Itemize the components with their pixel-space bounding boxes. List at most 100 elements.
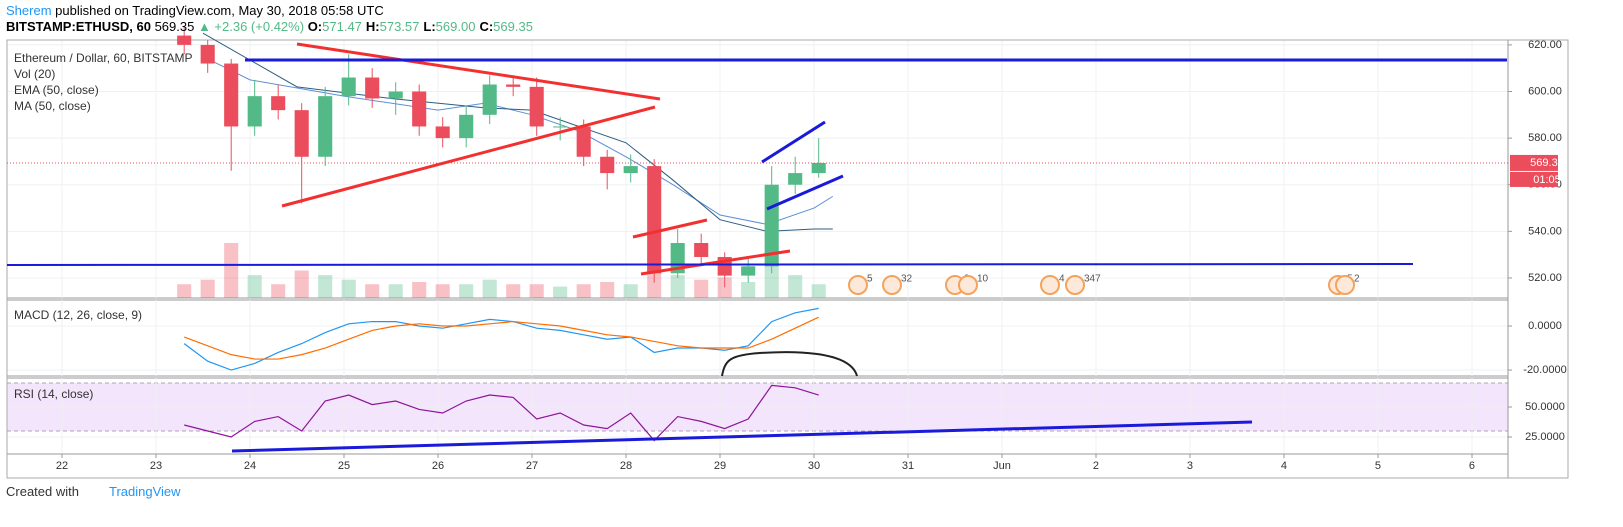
y-tick-label: 0.0000 — [1528, 320, 1562, 332]
volume-bar — [600, 281, 615, 298]
y-tick-label: 25.0000 — [1525, 431, 1565, 443]
trend-line — [231, 420, 1253, 453]
candle-body — [318, 96, 333, 157]
panels: 520.00540.00560.00580.00600.00620.00-20.… — [6, 39, 1569, 479]
candle-body — [506, 84, 521, 87]
volume-bar — [294, 270, 309, 298]
event-flag: 10 — [958, 274, 989, 295]
x-tick-label: 6 — [1469, 460, 1475, 472]
volume-bar — [529, 284, 544, 298]
candle-body — [741, 266, 756, 276]
volume-bar — [482, 279, 497, 298]
volume-bar — [412, 281, 427, 298]
symbol: BITSTAMP:ETHUSD, 60 — [6, 19, 151, 34]
candle-body — [294, 110, 309, 157]
volume-bar — [553, 286, 568, 298]
candle-body — [435, 126, 450, 139]
header-line: Sherem published on TradingView.com, May… — [6, 3, 537, 19]
volume-bar — [200, 279, 215, 298]
candle-body — [365, 77, 380, 99]
footer: Created with TradingView — [6, 484, 181, 499]
legend-item: MA (50, close) — [14, 99, 91, 113]
volume-bar — [224, 243, 239, 298]
candle-body — [224, 63, 239, 127]
author[interactable]: Sherem — [6, 3, 52, 18]
y-tick-label: 50.0000 — [1525, 401, 1565, 413]
x-tick-label: 24 — [244, 460, 256, 472]
brand-link[interactable]: TradingView — [108, 484, 181, 499]
header-line: BITSTAMP:ETHUSD, 60 569.35 ▲ +2.36 (+0.4… — [6, 19, 537, 35]
x-tick-label: 25 — [338, 460, 350, 472]
candle-body — [412, 91, 427, 127]
y-tick-label: 540.00 — [1528, 225, 1562, 237]
countdown-badge — [1510, 171, 1558, 187]
ohlc-value: 569.35 — [493, 19, 533, 34]
drawings — [6, 42, 1507, 453]
trend-line — [296, 42, 661, 101]
volume-bar — [741, 281, 756, 298]
y-tick-label: 600.00 — [1528, 85, 1562, 97]
volume-bar — [435, 284, 450, 298]
rsi-title: RSI (14, close) — [14, 387, 94, 401]
volume-bar — [271, 284, 286, 298]
event-icon — [1040, 275, 1060, 295]
candle-body — [694, 242, 709, 257]
candle-body — [177, 35, 192, 45]
event-icon — [958, 275, 978, 295]
change: ▲ +2.36 (+0.42%) — [197, 19, 305, 34]
event-count: 347 — [1084, 274, 1101, 285]
x-tick-label: 23 — [150, 460, 162, 472]
x-tick-label: 27 — [526, 460, 538, 472]
event-count: 2 — [1354, 274, 1360, 285]
x-tick-label: 2 — [1093, 460, 1099, 472]
candle-body — [670, 242, 685, 274]
legend-item: EMA (50, close) — [14, 83, 99, 97]
event-flag: 347 — [1065, 274, 1101, 295]
event-flag: 4 — [1040, 274, 1065, 295]
ohlc-value: 569.00 — [435, 19, 476, 34]
candle-body — [788, 173, 803, 185]
price-badge — [1510, 154, 1558, 171]
candle-body — [811, 162, 826, 174]
ohlc-label: H: — [365, 19, 380, 34]
volume-bar — [177, 284, 192, 298]
event-count: 10 — [977, 274, 989, 285]
y-tick-label: -20.0000 — [1523, 364, 1566, 376]
volume-bar — [365, 284, 380, 298]
x-tick-label: 29 — [714, 460, 726, 472]
x-tick-label: 30 — [808, 460, 820, 472]
trend-line — [640, 249, 791, 276]
published: published on TradingView.com, May 30, 20… — [55, 3, 384, 18]
candle-body — [482, 84, 497, 115]
y-tick-label: 620.00 — [1528, 39, 1562, 51]
x-tick-label: 31 — [902, 460, 914, 472]
candle-body — [623, 166, 638, 174]
volume-bar — [670, 275, 685, 298]
x-tick-label: 5 — [1375, 460, 1381, 472]
x-tick-label: 4 — [1281, 460, 1287, 472]
trend-line — [761, 120, 826, 164]
candle-body — [200, 44, 215, 64]
volume-bar — [717, 277, 732, 298]
volume-bar — [788, 275, 803, 298]
candle-body — [529, 86, 544, 127]
event-icon — [848, 275, 868, 295]
trend-line — [6, 263, 1414, 266]
series-line — [183, 316, 819, 360]
trend-line — [281, 105, 656, 208]
x-tick-label: 26 — [432, 460, 444, 472]
x-tick-label: 3 — [1187, 460, 1193, 472]
volume-bar — [623, 284, 638, 298]
legend-item: Ethereum / Dollar, 60, BITSTAMP — [14, 51, 193, 65]
event-flag: 5 — [848, 274, 873, 295]
volume-bar — [764, 261, 779, 298]
candle-body — [459, 114, 474, 139]
volume-bar — [576, 284, 591, 298]
x-tick-label: 22 — [56, 460, 68, 472]
volume-bar — [459, 284, 474, 298]
volume-bar — [318, 275, 333, 298]
drawing-curve — [721, 351, 858, 377]
